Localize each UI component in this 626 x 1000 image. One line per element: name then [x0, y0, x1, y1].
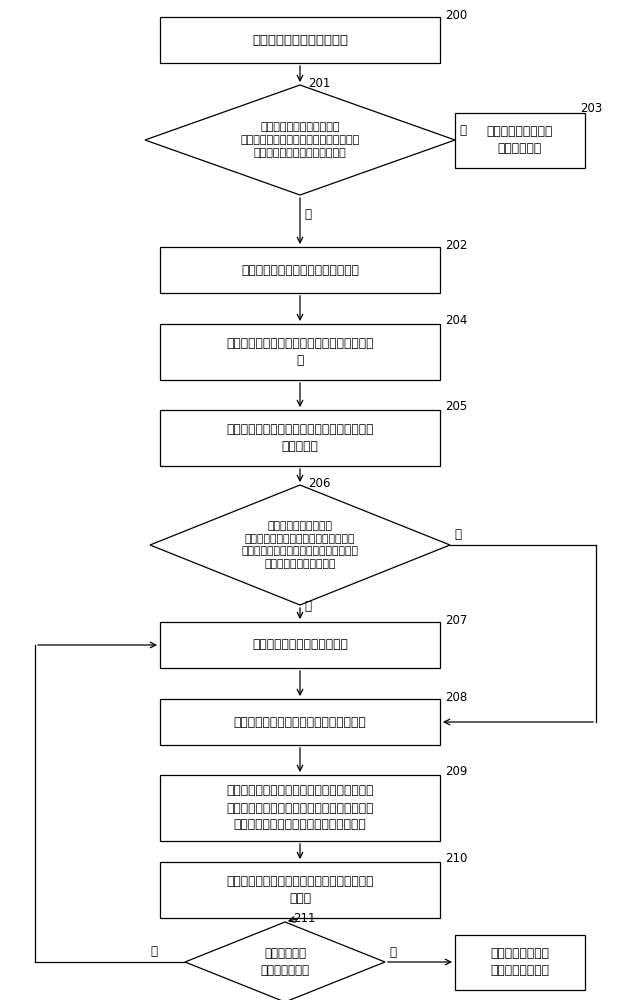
Text: 采集位于无人驾驶汽车内的搭乘者的视频: 采集位于无人驾驶汽车内的搭乘者的视频 — [233, 716, 366, 728]
Text: 否: 否 — [389, 946, 396, 959]
Polygon shape — [185, 922, 385, 1000]
Text: 接收无人驾驶汽车的车主的通过终端发送的同
意身份认证: 接收无人驾驶汽车的车主的通过终端发送的同 意身份认证 — [226, 423, 374, 453]
Text: 209: 209 — [445, 765, 468, 778]
Text: 控制无人驾驶汽车启动，结束: 控制无人驾驶汽车启动，结束 — [252, 639, 348, 652]
Text: 否: 否 — [304, 208, 311, 221]
Bar — [160, 862, 440, 918]
Bar — [160, 247, 440, 293]
Text: 207: 207 — [445, 614, 468, 627]
Bar — [160, 699, 440, 745]
Bar — [160, 410, 440, 466]
Bar — [160, 324, 440, 380]
Text: 判断搭乘者的生物参数
信息与预存储的备用搭乘信息库中的无
人驾驶汽车的车主之外的其它备用搭乘者
的生物参数信息是否匹配: 判断搭乘者的生物参数 信息与预存储的备用搭乘信息库中的无 人驾驶汽车的车主之外的… — [242, 521, 359, 569]
Text: 判断控制指令
是否为启动指令: 判断控制指令 是否为启动指令 — [260, 947, 309, 977]
Text: 接收无人驾驶汽车的车主的通过终端发送的控
制指令: 接收无人驾驶汽车的车主的通过终端发送的控 制指令 — [226, 875, 374, 905]
Polygon shape — [145, 85, 455, 195]
Text: 206: 206 — [308, 477, 331, 490]
Text: 否: 否 — [454, 528, 461, 541]
Text: 201: 201 — [308, 77, 331, 90]
Bar — [160, 775, 440, 841]
Bar — [455, 112, 585, 167]
Text: 是: 是 — [459, 124, 466, 137]
Text: 210: 210 — [445, 852, 468, 865]
Text: 采集搭乘者的生物参数信息: 采集搭乘者的生物参数信息 — [252, 33, 348, 46]
Text: 暂时不执行无人驾
驶汽车的启动操作: 暂时不执行无人驾 驶汽车的启动操作 — [491, 947, 550, 977]
Text: 是: 是 — [150, 945, 157, 958]
Text: 是: 是 — [304, 600, 311, 613]
Polygon shape — [150, 485, 450, 605]
Bar — [160, 622, 440, 668]
Text: 确定搭乘者是无人驾
驶汽车的车主: 确定搭乘者是无人驾 驶汽车的车主 — [487, 125, 553, 155]
Text: 204: 204 — [445, 314, 468, 327]
Text: 向无人驾驶汽车的车主的终端发送搭乘者的视
频，以供无人驾驶汽车的车主根据搭乘者的视
频确定是否允许搭乘者搭乘无人驾驶汽车: 向无人驾驶汽车的车主的终端发送搭乘者的视 频，以供无人驾驶汽车的车主根据搭乘者的… — [226, 784, 374, 832]
Bar — [455, 934, 585, 990]
Text: 205: 205 — [445, 400, 467, 413]
Text: 判断搭乘者的生物参数信息
与预存储的车主信息库中的无人驾驶汽车
的车主的生物参数信息是否匹配: 判断搭乘者的生物参数信息 与预存储的车主信息库中的无人驾驶汽车 的车主的生物参数… — [240, 122, 359, 158]
Text: 确定搭乘者不是无人驾驶汽车的车主: 确定搭乘者不是无人驾驶汽车的车主 — [241, 263, 359, 276]
Text: 202: 202 — [445, 239, 468, 252]
Text: 211: 211 — [293, 912, 316, 925]
Text: 203: 203 — [580, 103, 602, 115]
Text: 200: 200 — [445, 9, 467, 22]
Text: 208: 208 — [445, 691, 467, 704]
Bar — [160, 17, 440, 63]
Text: 向无人驾驶汽车的车主的终端发送身份认证请
求: 向无人驾驶汽车的车主的终端发送身份认证请 求 — [226, 337, 374, 367]
